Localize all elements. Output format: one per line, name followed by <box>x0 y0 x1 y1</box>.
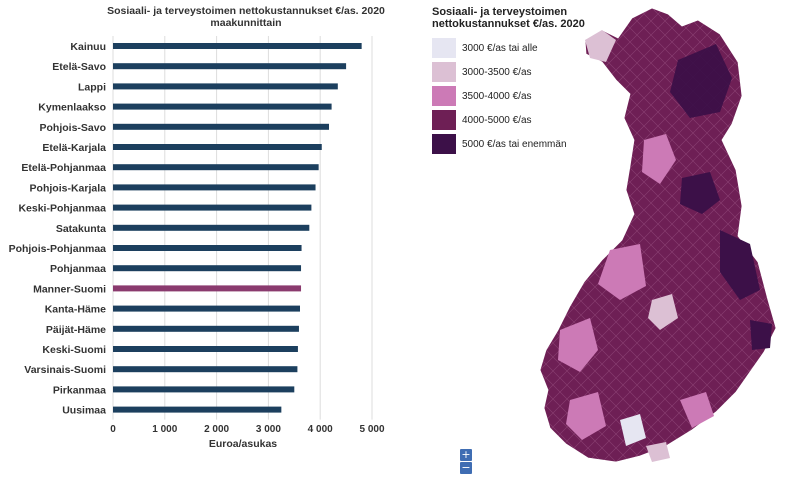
bar-kanta-häme <box>113 305 300 312</box>
category-label: Manner-Suomi <box>33 283 106 295</box>
region-light-south <box>620 414 646 446</box>
category-label: Keski-Suomi <box>42 344 106 356</box>
bar-pohjanmaa <box>113 265 302 272</box>
region-dark-east2 <box>750 320 772 350</box>
x-tick-label: 0 <box>110 424 116 435</box>
legend-item: 3500-4000 €/as <box>432 84 632 108</box>
category-label: Lappi <box>78 81 106 93</box>
legend-swatch <box>432 86 456 106</box>
x-tick-label: 2 000 <box>204 424 229 435</box>
zoom-in-button[interactable]: + <box>460 448 472 461</box>
region-dark-north <box>670 44 732 118</box>
legend-title-line-2: nettokustannukset €/as. 2020 <box>432 18 585 30</box>
category-label: Pohjois-Savo <box>39 122 106 134</box>
category-label: Kainuu <box>70 41 106 53</box>
region-pink-lapland <box>642 134 676 184</box>
bar-pohjois-savo <box>113 123 330 130</box>
region-pink-south <box>680 392 714 428</box>
bar-uusimaa <box>113 406 282 413</box>
bar-etelä-pohjanmaa <box>113 164 319 171</box>
bar-chart: Sosiaali- ja terveystoimen nettokustannu… <box>9 5 385 450</box>
legend-swatch <box>432 62 456 82</box>
region-light-north <box>585 30 616 62</box>
region-light-helsinki <box>646 442 670 462</box>
bar-varsinais-suomi <box>113 366 298 373</box>
legend-label: 3000 €/as tai alle <box>462 42 538 54</box>
legend-item: 3000-3500 €/as <box>432 60 632 84</box>
map-legend: Sosiaali- ja terveystoimen nettokustannu… <box>432 6 632 156</box>
x-axis-label: Euroa/asukas <box>209 438 277 450</box>
legend-label: 3500-4000 €/as <box>462 90 532 102</box>
legend-item: 4000-5000 €/as <box>432 108 632 132</box>
legend-swatch <box>432 38 456 58</box>
legend-label: 4000-5000 €/as <box>462 114 532 126</box>
x-tick-label: 4 000 <box>308 424 333 435</box>
region-pink-southwest <box>566 392 606 440</box>
category-label: Pohjois-Pohjanmaa <box>9 243 107 255</box>
bar-keski-pohjanmaa <box>113 204 312 211</box>
bar-etelä-savo <box>113 63 347 70</box>
legend-swatch <box>432 110 456 130</box>
bar-pohjois-karjala <box>113 184 316 191</box>
map-area[interactable] <box>420 0 790 477</box>
legend-item: 5000 €/as tai enemmän <box>432 132 632 156</box>
category-label: Satakunta <box>56 223 106 235</box>
region-pink-west <box>558 318 598 372</box>
category-label: Pohjois-Karjala <box>30 182 107 194</box>
x-tick-label: 1 000 <box>152 424 177 435</box>
category-label: Pirkanmaa <box>53 384 106 396</box>
legend-swatch <box>432 134 456 154</box>
bar-kymenlaakso <box>113 103 332 110</box>
bar-satakunta <box>113 224 310 231</box>
region-pink-ostrobothnia <box>598 244 646 300</box>
bar-pirkanmaa <box>113 386 295 393</box>
bar-päijät-häme <box>113 325 299 332</box>
chart-subtitle: maakunnittain <box>210 17 281 29</box>
legend-title: Sosiaali- ja terveystoimen nettokustannu… <box>432 6 632 30</box>
category-label: Keski-Pohjanmaa <box>18 203 106 215</box>
category-label: Pohjanmaa <box>50 263 106 275</box>
bar-kainuu <box>113 43 362 49</box>
category-label: Kymenlaakso <box>38 102 106 114</box>
legend-item: 3000 €/as tai alle <box>432 36 632 60</box>
bar-pohjois-pohjanmaa <box>113 245 302 251</box>
region-light-central <box>648 294 678 330</box>
category-label: Varsinais-Suomi <box>24 364 106 376</box>
region-dark-east <box>720 230 760 300</box>
legend-label: 5000 €/as tai enemmän <box>462 138 567 150</box>
x-tick-label: 3 000 <box>256 424 281 435</box>
category-label: Kanta-Häme <box>45 304 106 316</box>
region-dark-kainuu <box>680 172 720 214</box>
chart-title: Sosiaali- ja terveystoimen nettokustannu… <box>107 5 385 17</box>
category-label: Etelä-Savo <box>52 61 106 73</box>
bar-keski-suomi <box>113 346 298 352</box>
legend-title-line-1: Sosiaali- ja terveystoimen <box>432 6 568 18</box>
bar-lappi <box>113 83 338 90</box>
category-label: Etelä-Karjala <box>42 142 106 154</box>
bar-manner-suomi <box>113 285 302 292</box>
legend-label: 3000-3500 €/as <box>462 66 532 78</box>
finland-map[interactable] <box>420 0 790 477</box>
zoom-out-button[interactable]: − <box>460 461 472 474</box>
bar-etelä-karjala <box>113 144 322 150</box>
category-label: Päijät-Häme <box>46 324 106 336</box>
category-label: Uusimaa <box>62 405 106 417</box>
category-label: Etelä-Pohjanmaa <box>21 162 106 174</box>
x-tick-label: 5 000 <box>359 424 384 435</box>
